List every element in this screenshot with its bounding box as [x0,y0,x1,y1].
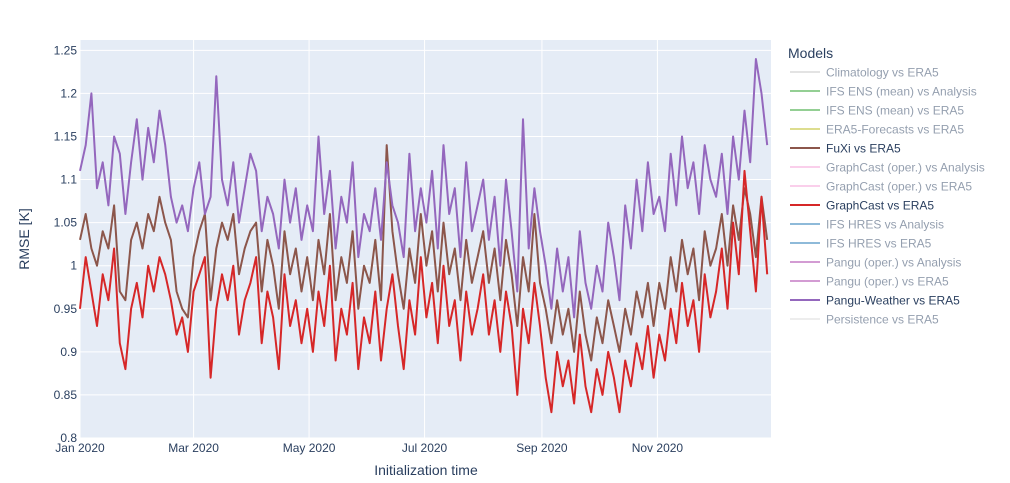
x-axis-ticks: Jan 2020 Mar 2020 May 2020 Jul 2020 Sep 2020… [55,441,683,455]
legend-label: GraphCast (oper.) vs Analysis [826,161,985,175]
y-tick-label: 0.8 [60,431,77,445]
legend-label: GraphCast vs ERA5 [826,199,934,213]
legend-label: IFS HRES vs ERA5 [826,237,932,251]
y-tick-label: 1.05 [54,216,78,230]
legend-label: IFS ENS (mean) vs ERA5 [826,104,964,118]
y-axis-label: RMSE [K] [16,208,32,269]
legend-item[interactable]: GraphCast vs ERA5 [790,199,934,213]
y-tick-label: 0.9 [60,345,77,359]
y-tick-label: 0.85 [54,388,78,402]
y-tick-label: 1.1 [60,173,77,187]
legend-item[interactable]: IFS ENS (mean) vs ERA5 [790,104,964,118]
series-line-pangu-weather-vs-era5 [79,58,769,319]
y-tick-label: 1.15 [54,129,78,143]
legend-label: Pangu-Weather vs ERA5 [826,294,960,308]
plot-background [80,40,771,438]
legend-item[interactable]: GraphCast (oper.) vs Analysis [790,161,985,175]
legend-label: Climatology vs ERA5 [826,66,939,80]
legend-item[interactable]: GraphCast (oper.) vs ERA5 [790,180,972,194]
y-tick-label: 1.2 [60,86,77,100]
x-tick-label: Jul 2020 [402,441,448,455]
x-tick-label: Sep 2020 [516,441,568,455]
x-tick-label: Mar 2020 [168,441,219,455]
legend-label: IFS ENS (mean) vs Analysis [826,85,977,99]
x-tick-label: Jan 2020 [55,441,105,455]
legend-item[interactable]: Persistence vs ERA5 [790,313,939,327]
legend-item[interactable]: IFS HRES vs ERA5 [790,237,932,251]
legend: Models Climatology vs ERA5 IFS ENS (mean)… [788,45,985,327]
y-tick-label: 1.25 [54,43,78,57]
series-line-graphcast-vs-era5 [79,169,769,414]
legend-label: Pangu (oper.) vs ERA5 [826,275,949,289]
legend-label: Persistence vs ERA5 [826,313,939,327]
legend-item[interactable]: Pangu (oper.) vs ERA5 [790,275,949,289]
legend-item[interactable]: Pangu-Weather vs ERA5 [790,294,960,308]
series-line-fuxi-vs-era5 [79,144,769,362]
y-tick-label: 0.95 [54,302,78,316]
y-tick-label: 1 [70,259,77,273]
legend-item[interactable]: Climatology vs ERA5 [790,66,939,80]
series-lines [79,58,769,414]
legend-item[interactable]: IFS HRES vs Analysis [790,218,944,232]
y-axis-ticks: 0.8 0.85 0.9 0.95 1 1.05 1.1 1.15 1.2 1.25 [54,43,78,445]
legend-item[interactable]: FuXi vs ERA5 [790,142,901,156]
legend-label: IFS HRES vs Analysis [826,218,944,232]
legend-title: Models [788,45,833,61]
legend-item[interactable]: ERA5-Forecasts vs ERA5 [790,123,964,137]
legend-label: ERA5-Forecasts vs ERA5 [826,123,964,137]
x-tick-label: May 2020 [283,441,336,455]
legend-label: FuXi vs ERA5 [826,142,901,156]
x-tick-label: Nov 2020 [632,441,684,455]
legend-item[interactable]: IFS ENS (mean) vs Analysis [790,85,977,99]
legend-label: Pangu (oper.) vs Analysis [826,256,961,270]
x-axis-label: Initialization time [374,462,478,478]
legend-label: GraphCast (oper.) vs ERA5 [826,180,972,194]
legend-item[interactable]: Pangu (oper.) vs Analysis [790,256,961,270]
